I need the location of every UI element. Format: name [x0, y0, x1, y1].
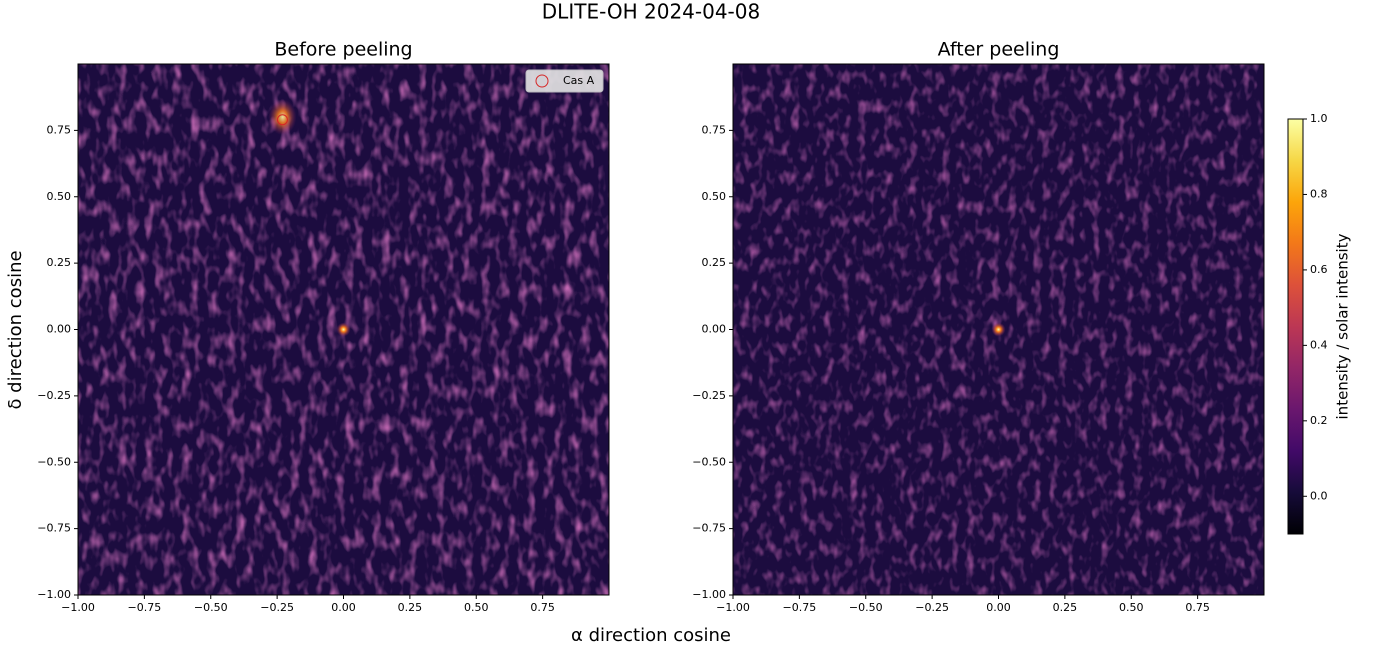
marker [276, 114, 288, 126]
y-tick-label: 0.50 [47, 190, 72, 203]
panel-title: Before peeling [274, 39, 412, 61]
y-tick-label: 0.00 [47, 323, 72, 336]
y-tick-label: −1.00 [692, 588, 726, 601]
y-tick-label: −0.75 [692, 522, 726, 535]
colorbar-label: intensity / solar intensity [1334, 233, 1352, 419]
legend-marker [535, 74, 549, 88]
colorbar-tick-label: 0.8 [1310, 187, 1328, 200]
x-tick-label: −0.75 [783, 601, 817, 614]
y-tick-label: 0.25 [47, 256, 72, 269]
y-tick-label: 0.75 [47, 123, 72, 136]
x-tick-label: 0.75 [1185, 601, 1210, 614]
colorbar-tick-label: 0.0 [1310, 489, 1328, 502]
legend-label: Cas A [563, 74, 595, 87]
y-tick-label: 0.50 [702, 190, 727, 203]
y-tick-label: −0.25 [692, 389, 726, 402]
y-axis-label: δ direction cosine [5, 250, 26, 409]
y-tick-label: −0.50 [692, 455, 726, 468]
x-tick-label: 0.25 [1053, 601, 1078, 614]
y-tick-label: 0.00 [702, 323, 727, 336]
colorbar-tick-label: 1.0 [1310, 112, 1328, 125]
colorbar-tick-label: 0.6 [1310, 263, 1328, 276]
x-tick-label: −0.75 [128, 601, 162, 614]
y-tick-label: −0.50 [37, 455, 71, 468]
y-tick-label: 0.25 [702, 256, 727, 269]
x-tick-label: 0.00 [331, 601, 356, 614]
y-tick-label: −0.25 [37, 389, 71, 402]
x-tick-label: 0.75 [530, 601, 555, 614]
y-tick-label: 0.75 [702, 123, 727, 136]
bright-source [336, 322, 351, 337]
x-tick-label: −1.00 [716, 601, 750, 614]
colorbar-tick-label: 0.4 [1310, 338, 1328, 351]
x-tick-label: 0.50 [464, 601, 489, 614]
y-tick-label: −1.00 [37, 588, 71, 601]
x-tick-label: 0.25 [398, 601, 423, 614]
x-tick-label: −0.25 [915, 601, 949, 614]
colorbar-tick-label: 0.2 [1310, 414, 1328, 427]
figure-title: DLITE-OH 2024-04-08 [542, 0, 760, 24]
x-tick-label: −0.50 [194, 601, 228, 614]
bright-source [991, 322, 1006, 337]
colorbar [1287, 118, 1304, 535]
bright-source [268, 99, 297, 136]
y-tick-label: −0.75 [37, 522, 71, 535]
x-tick-label: −1.00 [61, 601, 95, 614]
panel-title: After peeling [938, 39, 1060, 61]
x-tick-label: 0.50 [1119, 601, 1144, 614]
x-tick-label: −0.50 [849, 601, 883, 614]
x-axis-label: α direction cosine [571, 625, 731, 646]
x-tick-label: 0.00 [986, 601, 1011, 614]
x-tick-label: −0.25 [260, 601, 294, 614]
